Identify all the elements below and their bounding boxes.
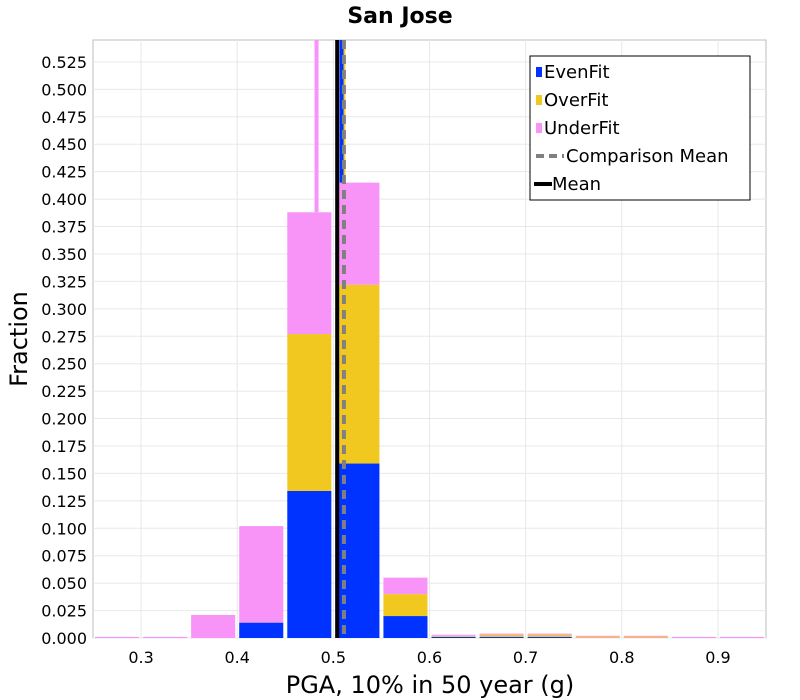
y-tick-label: 0.125 [41, 492, 87, 511]
bar-overfit [575, 636, 620, 638]
reference-lines [314, 40, 346, 638]
bar-underfit [671, 636, 716, 638]
y-axis-label: Fraction [5, 291, 33, 387]
legend-swatch-evenfit [536, 67, 542, 77]
y-tick-label: 0.175 [41, 437, 87, 456]
y-tick-label: 0.375 [41, 218, 87, 237]
legend-label-mean: Mean [552, 174, 601, 195]
bar-underfit [575, 635, 620, 637]
y-tick-label: 0.200 [41, 410, 87, 429]
legend-box [529, 55, 751, 201]
x-tick-label: 0.9 [705, 648, 730, 667]
x-tick-label: 0.4 [224, 648, 249, 667]
bar-evenfit [383, 616, 428, 638]
y-tick-label: 0.050 [41, 574, 87, 593]
x-tick-label: 0.6 [417, 648, 442, 667]
bar-evenfit [479, 636, 524, 638]
x-axis-ticks: 0.3 0.4 0.5 0.6 0.7 0.8 0.9 [128, 648, 730, 667]
bar-evenfit [431, 636, 476, 638]
y-tick-label: 0.150 [41, 464, 87, 483]
bar-overfit [479, 634, 524, 637]
y-tick-label: 0.300 [41, 300, 87, 319]
legend-label-comparison-mean: Comparison Mean [566, 146, 729, 167]
y-tick-label: 0.325 [41, 272, 87, 291]
bar-overfit [287, 334, 332, 491]
bar-underfit [383, 577, 428, 595]
y-tick-label: 0.350 [41, 245, 87, 264]
y-tick-label: 0.025 [41, 602, 87, 621]
bar-underfit [719, 636, 764, 638]
y-tick-label: 0.400 [41, 190, 87, 209]
x-tick-label: 0.7 [513, 648, 538, 667]
y-tick-label: 0.075 [41, 547, 87, 566]
bar-underfit [623, 635, 668, 637]
y-tick-label: 0.225 [41, 382, 87, 401]
y-tick-label: 0.250 [41, 355, 87, 374]
legend-swatch-overfit [536, 95, 542, 105]
chart-title: San Jose [347, 4, 452, 29]
y-tick-label: 0.425 [41, 163, 87, 182]
y-tick-label: 0.525 [41, 53, 87, 72]
y-axis-ticks: 0.000 0.025 0.050 0.075 0.100 0.125 0.150 0.175… [41, 53, 87, 648]
bar-overfit [623, 636, 668, 638]
y-tick-label: 0.500 [41, 80, 87, 99]
legend-swatch-underfit [536, 123, 542, 133]
legend-label-underfit: UnderFit [544, 118, 620, 139]
y-tick-label: 0.275 [41, 327, 87, 346]
bar-underfit [191, 614, 236, 638]
y-tick-label: 0.450 [41, 135, 87, 154]
bar-underfit [527, 633, 572, 635]
bar-underfit [431, 634, 476, 636]
bar-evenfit [287, 490, 332, 638]
bar-underfit [239, 526, 284, 623]
bar-underfit [143, 636, 188, 638]
bar-overfit [527, 634, 572, 637]
bar-evenfit [527, 636, 572, 638]
x-tick-label: 0.8 [609, 648, 634, 667]
bar-overfit [383, 594, 428, 617]
y-tick-label: 0.000 [41, 629, 87, 648]
bar-underfit [95, 636, 140, 638]
y-tick-label: 0.100 [41, 519, 87, 538]
legend: EvenFit OverFit UnderFit Comparison Mean Mea… [529, 55, 751, 201]
x-tick-label: 0.5 [321, 648, 346, 667]
legend-label-evenfit: EvenFit [544, 62, 610, 83]
x-axis-label: PGA, 10% in 50 year (g) [286, 671, 575, 699]
bar-underfit [479, 633, 524, 635]
y-tick-label: 0.475 [41, 108, 87, 127]
legend-label-overfit: OverFit [544, 90, 608, 111]
x-tick-label: 0.3 [128, 648, 153, 667]
bar-evenfit [239, 622, 284, 638]
bar-underfit [287, 212, 332, 335]
bar-overfit [431, 635, 476, 637]
